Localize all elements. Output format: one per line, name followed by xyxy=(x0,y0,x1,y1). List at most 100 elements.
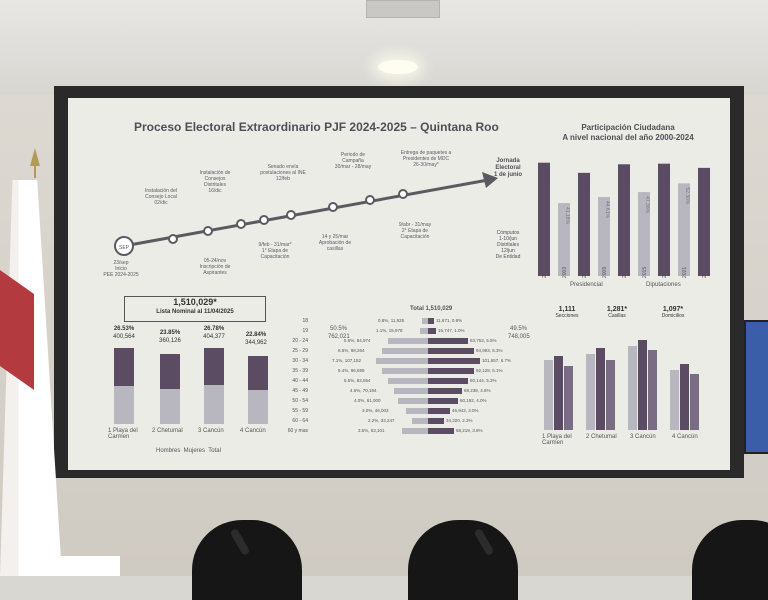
pyramid-age: 20 - 24 xyxy=(292,338,308,344)
timeline-label: 9/abr - 31/may 2° Etapa de Capacitación xyxy=(398,222,432,240)
jornada-electoral: Jornada Electoral 1 de junio xyxy=(493,158,522,178)
participation-legend-presidencial: Presidencial xyxy=(570,282,603,288)
participation-year-label: 2009 xyxy=(602,267,608,278)
mun-total: 344,962 xyxy=(245,340,267,346)
pyramid-value-women: 11,671, 0.8% xyxy=(436,318,463,323)
participation-bar xyxy=(658,163,670,276)
mun-bar-4 xyxy=(248,356,268,424)
timeline-dot xyxy=(286,210,296,220)
participation-year-label: 2021 xyxy=(682,267,688,278)
participation-legend-diputaciones: Diputaciones xyxy=(646,282,681,288)
pyramid-bar-women xyxy=(428,318,434,324)
total-secciones: 1,111 Secciones xyxy=(542,306,592,319)
timeline-dot xyxy=(328,202,338,212)
district-name: 4 Cancún xyxy=(672,434,698,440)
pyramid-value-men: 3.5%, 53,101 xyxy=(358,428,385,433)
projected-slide: Proceso Electoral Extraordinario PJF 202… xyxy=(68,98,730,470)
pyramid-value-women: 15,747, 1.0% xyxy=(438,328,465,333)
district-group-4 xyxy=(670,364,699,430)
mun-bar-men xyxy=(114,386,134,424)
pyramid-bar-men xyxy=(406,408,428,414)
mun-name: 2 Chetumal xyxy=(152,428,183,434)
pyramid-value-men: 1.1%, 15,978 xyxy=(376,328,403,333)
pyramid-value-women: 101,657, 6.7% xyxy=(482,358,512,363)
total-casillas: 1,281* Casillas xyxy=(592,306,642,319)
pyramid-age: 60 y mas xyxy=(287,428,308,434)
pyramid-bar-women xyxy=(428,388,462,394)
mun-bar-men xyxy=(248,390,268,424)
district-group-2 xyxy=(586,348,615,430)
total-casillas-value: 1,281* xyxy=(606,306,628,313)
side-monitor xyxy=(744,320,768,454)
participation-bar xyxy=(538,162,550,276)
participation-bar xyxy=(618,164,630,276)
pyramid-bar-men xyxy=(388,378,428,384)
participation-year-label: 2000 xyxy=(542,267,548,278)
total-secciones-label: Secciones xyxy=(555,313,579,319)
timeline-dot xyxy=(168,234,178,244)
participation-bar xyxy=(578,172,590,276)
pyramid-age: 30 - 34 xyxy=(292,358,308,364)
timeline: SEP xyxy=(114,172,498,256)
mun-bar-2 xyxy=(160,354,180,424)
pyramid-bar-women xyxy=(428,358,480,364)
pyramid-value-women: 94,993, 6.3% xyxy=(476,348,503,353)
mun-bar-men xyxy=(160,389,180,424)
participation-year-label: 2006 xyxy=(582,267,588,278)
timeline-label: Entrega de paquetes a Presidentes de MDC… xyxy=(400,150,452,168)
participation-value-label: 52.30% xyxy=(684,187,690,205)
district-name: 1 Playa del Carmen xyxy=(542,434,572,446)
participation-title: Participación Ciudadana A nivel nacional… xyxy=(562,123,694,142)
mun-bar-men xyxy=(204,385,224,424)
pyramid-value-women: 92,128, 6.1% xyxy=(476,368,503,373)
timeline-dot xyxy=(398,189,408,199)
participation-year-label: 2003 xyxy=(562,267,568,278)
ceiling xyxy=(0,0,768,95)
timeline-label: Instalación de Consejos Distritales 16/d… xyxy=(199,170,231,194)
participation-year-label: 2012 xyxy=(622,267,628,278)
pyramid-men-total: 762,021 xyxy=(328,334,350,340)
mun-pct: 26.53% xyxy=(113,326,135,332)
total-casillas-label: Casillas xyxy=(608,313,626,319)
pyramid-bar-men xyxy=(412,418,428,424)
pyramid-value-men: 4.6%, 70,184 xyxy=(350,388,377,393)
ceiling-vent xyxy=(366,0,440,18)
total-domicilios-label: Domicilios xyxy=(661,313,685,319)
pyramid-bar-men xyxy=(388,338,428,344)
pyramid-bar-women xyxy=(428,428,454,434)
mun-total: 400,564 xyxy=(113,334,135,340)
timeline-label: 23/sep Inicio PEE 2024-2025 xyxy=(103,260,139,278)
mun-bar-3 xyxy=(204,348,224,424)
timeline-dot xyxy=(203,226,213,236)
pyramid-value-men: 7.1%, 107,152 xyxy=(332,358,362,363)
mun-total: 404,377 xyxy=(203,334,225,340)
chair xyxy=(408,520,518,600)
total-secciones-value: 1,111 xyxy=(558,306,576,313)
mun-bar-women xyxy=(204,348,224,385)
pyramid-age: 45 - 49 xyxy=(292,388,308,394)
participation-bar xyxy=(558,203,570,276)
pyramid-bar-women xyxy=(428,398,458,404)
mun-legend: Hombres Mujeres Total xyxy=(156,448,221,454)
lista-nominal-box: 1,510,029* Lista Nominal al 11/04/2025 xyxy=(124,296,266,322)
flagpole-finial xyxy=(30,148,40,178)
pyramid-men-pct: 50.5% xyxy=(330,326,348,332)
district-group-3 xyxy=(628,340,657,430)
chair xyxy=(192,520,302,600)
flag-red-stripe xyxy=(0,270,34,390)
district-bars xyxy=(544,340,699,430)
slide-title: Proceso Electoral Extraordinario PJF 202… xyxy=(134,120,499,134)
mun-pct: 22.84% xyxy=(245,332,267,338)
pyramid-age: 60 - 64 xyxy=(292,418,308,424)
pyramid-bar-men xyxy=(420,328,428,334)
timeline-dot xyxy=(236,219,246,229)
pyramid-value-men: 0.8%, 11,925 xyxy=(378,318,405,323)
pyramid-women-total: 748,005 xyxy=(508,334,530,340)
pyramid-bar-men xyxy=(422,318,428,324)
participation-value-label: 41.18% xyxy=(564,207,570,225)
participation-value-label: 47.36% xyxy=(644,196,650,214)
mun-name: 1 Playa del Carmen xyxy=(108,428,138,440)
participation-value-label: 44.61% xyxy=(604,201,610,219)
pyramid-age: 18 xyxy=(302,318,308,324)
district-name: 3 Cancún xyxy=(630,434,656,440)
